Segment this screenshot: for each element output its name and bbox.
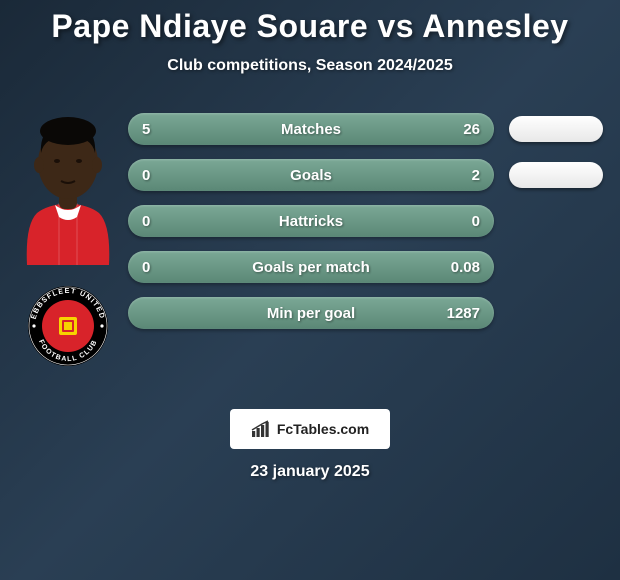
stat-right-value: 1287 bbox=[447, 305, 480, 322]
page-title: Pape Ndiaye Souare vs Annesley bbox=[0, 8, 620, 45]
player-portrait-svg bbox=[17, 115, 119, 265]
stat-right-pill-slot bbox=[506, 162, 606, 188]
brand-text: FcTables.com bbox=[277, 421, 369, 437]
club-badge-svg: EBBSFLEET UNITED FOOTBALL CLUB bbox=[19, 283, 117, 369]
stat-row: Min per goal 1287 bbox=[128, 297, 606, 329]
date-label: 23 january 2025 bbox=[0, 463, 620, 481]
stat-row: 0 Goals per match 0.08 bbox=[128, 251, 606, 283]
stat-left-value: 5 bbox=[142, 121, 150, 138]
stat-row: 0 Hattricks 0 bbox=[128, 205, 606, 237]
pill-icon bbox=[509, 116, 603, 142]
stat-right-value: 2 bbox=[472, 167, 480, 184]
stat-label: Goals per match bbox=[128, 259, 494, 276]
stat-right-value: 26 bbox=[463, 121, 480, 138]
player-portrait bbox=[17, 115, 119, 265]
stat-right-value: 0 bbox=[472, 213, 480, 230]
stat-label: Goals bbox=[128, 167, 494, 184]
stat-bar-goals-per-match: 0 Goals per match 0.08 bbox=[128, 251, 494, 283]
stat-left-value: 0 bbox=[142, 213, 150, 230]
stat-left-value: 0 bbox=[142, 167, 150, 184]
stat-right-pill-slot bbox=[506, 116, 606, 142]
stats-bars: 5 Matches 26 0 Goals 2 0 Hattricks bbox=[128, 113, 612, 343]
stat-row: 5 Matches 26 bbox=[128, 113, 606, 145]
comparison-panel: EBBSFLEET UNITED FOOTBALL CLUB bbox=[0, 113, 620, 369]
branding: FcTables.com bbox=[230, 409, 390, 449]
stat-bar-hattricks: 0 Hattricks 0 bbox=[128, 205, 494, 237]
stat-row: 0 Goals 2 bbox=[128, 159, 606, 191]
stat-label: Min per goal bbox=[128, 305, 494, 322]
stat-bar-goals: 0 Goals 2 bbox=[128, 159, 494, 191]
stat-bar-min-per-goal: Min per goal 1287 bbox=[128, 297, 494, 329]
club-badge: EBBSFLEET UNITED FOOTBALL CLUB bbox=[19, 283, 117, 369]
stat-label: Matches bbox=[128, 121, 494, 138]
pill-icon bbox=[509, 162, 603, 188]
stat-label: Hattricks bbox=[128, 213, 494, 230]
player-column: EBBSFLEET UNITED FOOTBALL CLUB bbox=[8, 113, 128, 369]
stat-left-value: 0 bbox=[142, 259, 150, 276]
stat-right-value: 0.08 bbox=[451, 259, 480, 276]
subtitle: Club competitions, Season 2024/2025 bbox=[0, 57, 620, 75]
stat-bar-matches: 5 Matches 26 bbox=[128, 113, 494, 145]
chart-icon bbox=[251, 420, 271, 438]
